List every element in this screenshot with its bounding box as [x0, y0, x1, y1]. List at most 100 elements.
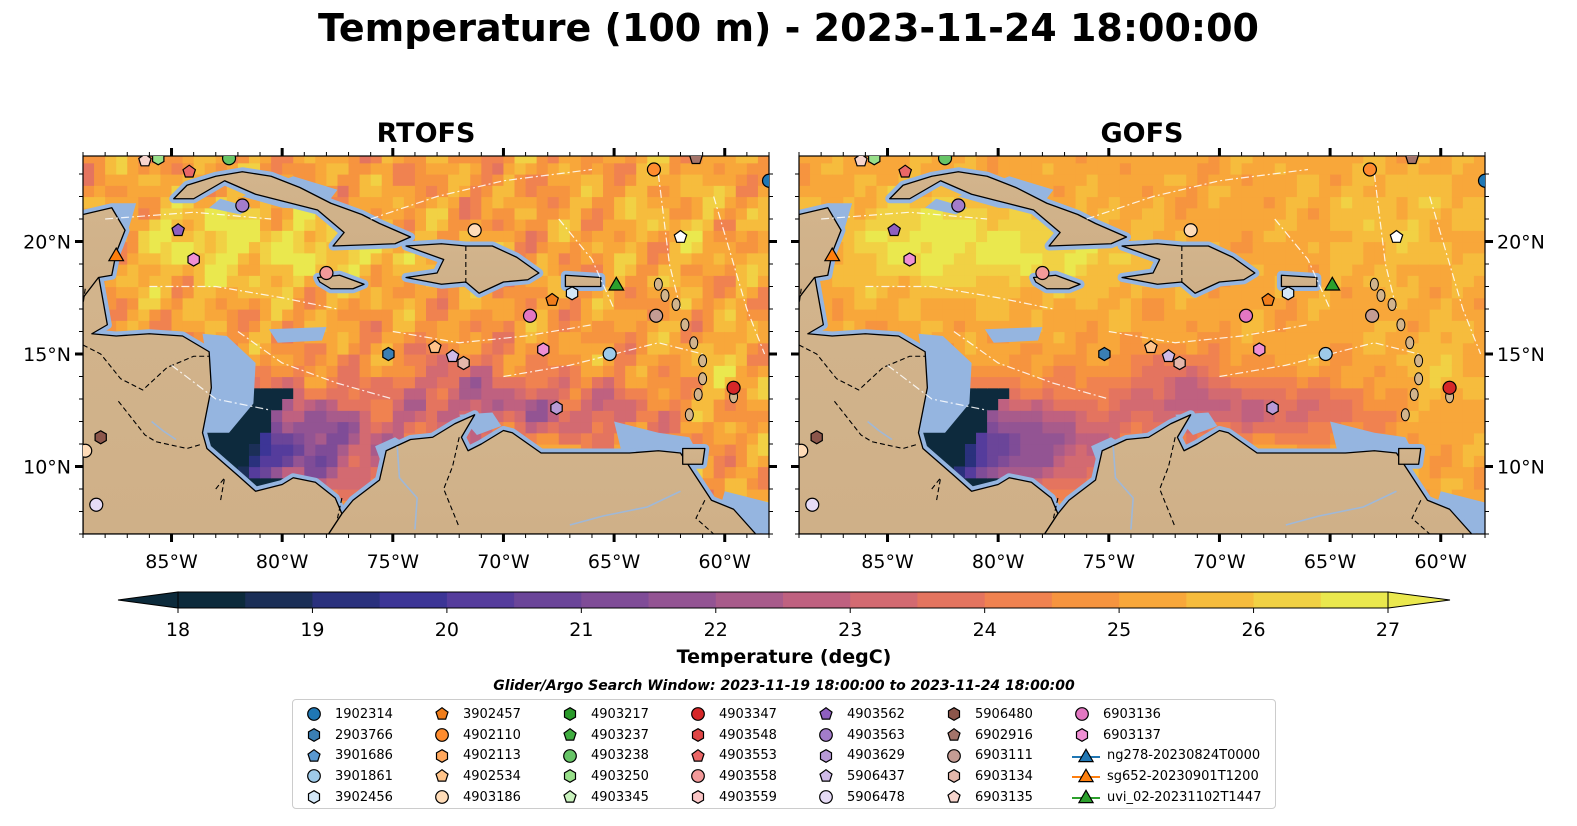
platform-marker	[1323, 276, 1341, 291]
legend-label: 4903237	[591, 727, 649, 743]
platform-marker	[319, 265, 334, 281]
platform-marker	[1362, 162, 1378, 177]
legend-hexagon-icon	[563, 769, 577, 784]
legend-marker-icon	[1075, 707, 1089, 722]
legend-circle-icon	[307, 707, 321, 722]
legend-item: 4903548	[687, 725, 777, 746]
platform-marker	[427, 340, 442, 354]
legend-marker-icon	[1072, 768, 1100, 783]
lon-tick-label: 65°W	[1304, 551, 1357, 573]
legend-label: 4902110	[463, 727, 521, 743]
legend-circle-icon	[1075, 707, 1089, 722]
legend-pentagon-icon	[563, 790, 577, 803]
lat-tick-label: 10°N	[23, 457, 71, 479]
legend-triangle-icon	[1077, 747, 1095, 762]
platform-marker	[937, 156, 953, 166]
legend-item: 4903629	[815, 745, 905, 766]
legend-label: 4903217	[591, 706, 649, 722]
platform-marker	[83, 443, 93, 458]
legend-label: 4903250	[591, 768, 649, 784]
platform-markers	[83, 156, 769, 512]
legend-label: 4903563	[847, 727, 905, 743]
platform-marker	[187, 252, 200, 267]
platform-marker	[1098, 346, 1111, 362]
map-figure: 85°W 80°W 75°W 70°W 65°W 60°W 20°N 15°N 10°N 85°…	[23, 122, 1545, 573]
colorbar-segment	[917, 592, 986, 608]
platform-marker	[810, 430, 823, 445]
legend-marker-icon	[691, 707, 705, 722]
map-field	[83, 156, 769, 534]
legend-item: 6903136	[1071, 704, 1261, 725]
legend-item: 5906437	[815, 766, 905, 787]
legend-column: 6903136 6903137 ng278-20230824T0000 sg652-2…	[1071, 704, 1261, 807]
lon-tick-label: 60°W	[1415, 551, 1468, 573]
legend-item: 4902534	[431, 766, 521, 787]
platform-marker	[761, 173, 769, 188]
colorbar-segment	[984, 592, 1053, 608]
panel-frame	[82, 155, 770, 535]
legend-marker-icon	[947, 748, 961, 763]
legend-item: 4903553	[687, 745, 777, 766]
legend-label: sg652-20230901T1200	[1107, 768, 1259, 784]
platform-marker	[457, 355, 470, 371]
legend-column: 4903217 4903237 4903238 4903250 4903345	[559, 704, 649, 807]
platform-marker	[382, 346, 395, 362]
legend-item: 1902314	[303, 704, 393, 725]
platform-marker	[1161, 349, 1176, 363]
platform-marker	[522, 308, 538, 323]
legend-item: 6903135	[943, 787, 1033, 808]
legend-hexagon-icon	[947, 707, 961, 722]
legend-item: sg652-20230901T1200	[1071, 766, 1261, 787]
legend-label: 4903553	[719, 748, 777, 764]
legend-item: 6903111	[943, 745, 1033, 766]
lon-tick-label: 60°W	[699, 551, 752, 573]
legend-marker-icon	[819, 769, 833, 783]
axis-ticks	[791, 148, 1493, 542]
platform-marker	[649, 308, 664, 323]
panel-frame	[798, 155, 1486, 535]
map-panel-gofs[interactable]: 85°W 80°W 75°W 70°W 65°W 60°W 20°N 15°N 10°N	[791, 122, 1545, 573]
platform-marker	[138, 156, 152, 167]
legend-label: 3901686	[335, 748, 393, 764]
legend-item: 4902113	[431, 745, 521, 766]
platform-marker	[152, 156, 165, 166]
legend-hexagon-icon	[819, 748, 833, 763]
platform-marker	[726, 380, 741, 395]
colorbar-tick-label: 19	[300, 619, 324, 641]
lat-tick-label: 15°N	[1497, 344, 1545, 366]
axis-ticks	[75, 148, 777, 542]
platform-marker	[1389, 229, 1404, 243]
colorbar: 18 19 20 21 22 23 24 25 26 27	[117, 591, 1451, 641]
legend-item: 4903238	[559, 745, 649, 766]
colorbar-segment	[446, 592, 515, 608]
legend-marker-icon	[307, 748, 321, 762]
legend-label: 6903134	[975, 768, 1033, 784]
platform-marker	[445, 349, 460, 363]
lat-tick-label: 10°N	[1497, 457, 1545, 479]
colorbar-tick-label: 27	[1376, 619, 1400, 641]
platform-marker	[1365, 308, 1380, 323]
legend-pentagon-icon	[563, 727, 577, 741]
legend-label: 4902534	[463, 768, 521, 784]
legend-marker-icon	[1075, 728, 1089, 743]
legend-label: 6903135	[975, 789, 1033, 805]
legend-item: 5906480	[943, 704, 1033, 725]
legend-circle-icon	[819, 728, 833, 742]
land	[83, 167, 761, 534]
legend-pentagon-icon	[691, 748, 705, 762]
legend-label: 5906478	[847, 789, 905, 805]
rivers	[867, 420, 1397, 530]
platform-markers	[799, 156, 1485, 512]
map-panel-rtofs[interactable]: 85°W 80°W 75°W 70°W 65°W 60°W 20°N 15°N 10°N	[23, 122, 777, 573]
colorbar-segment	[1320, 592, 1389, 608]
country-borders	[799, 246, 1431, 534]
legend-label: 4903562	[847, 706, 905, 722]
platform-marker	[887, 223, 902, 237]
colorbar-segment	[581, 592, 650, 608]
legend-label: 4903548	[719, 727, 777, 743]
platform-marker	[1143, 340, 1158, 354]
legend-marker-icon	[563, 707, 577, 722]
colorbar-frame	[177, 591, 1389, 609]
legend-marker-icon	[435, 707, 449, 721]
legend-marker-icon	[691, 769, 705, 784]
